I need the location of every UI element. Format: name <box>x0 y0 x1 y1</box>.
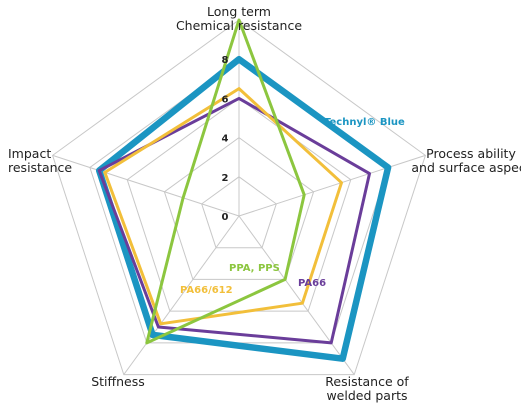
tick-label: 6 <box>222 94 229 105</box>
series-labels: Technyl® Blue PA66 PA66/612 PPA, PPS <box>180 117 405 296</box>
series-ppa-pps <box>145 18 306 345</box>
grid-spoke <box>238 215 355 375</box>
series-label-technyl-blue: Technyl® Blue <box>324 117 405 128</box>
axis-label-impact-resistance: Impact resistance <box>8 146 72 175</box>
series-label-ppa-pps: PPA, PPS <box>229 263 280 274</box>
radar-series <box>95 18 392 362</box>
grid-ring <box>52 19 426 376</box>
series-pa66-612 <box>103 87 343 326</box>
tick-label: 0 <box>222 212 229 223</box>
tick-label: 4 <box>222 134 229 145</box>
tick-label: 8 <box>222 55 229 66</box>
grid-spoke <box>52 154 240 217</box>
axis-label-chemical-resistance: Long term Chemical resistance <box>176 4 302 33</box>
series-label-pa66-612: PA66/612 <box>180 285 233 296</box>
series-pa66 <box>97 96 371 345</box>
series-technyl-blue <box>95 55 392 362</box>
axis-label-welded-parts: Resistance of welded parts <box>325 374 409 403</box>
series-label-pa66: PA66 <box>298 278 326 289</box>
grid-ring <box>201 176 277 249</box>
tick-label: 2 <box>222 173 229 184</box>
axis-label-process-ability: Process ability and surface aspect <box>411 146 521 175</box>
axis-label-stiffness: Stiffness <box>91 374 145 389</box>
axis-labels: Long term Chemical resistance Process abil… <box>8 4 521 403</box>
grid-spoke <box>123 215 240 375</box>
radar-ticks: 0 2 4 6 8 <box>222 55 229 223</box>
grid-spoke <box>238 154 426 217</box>
